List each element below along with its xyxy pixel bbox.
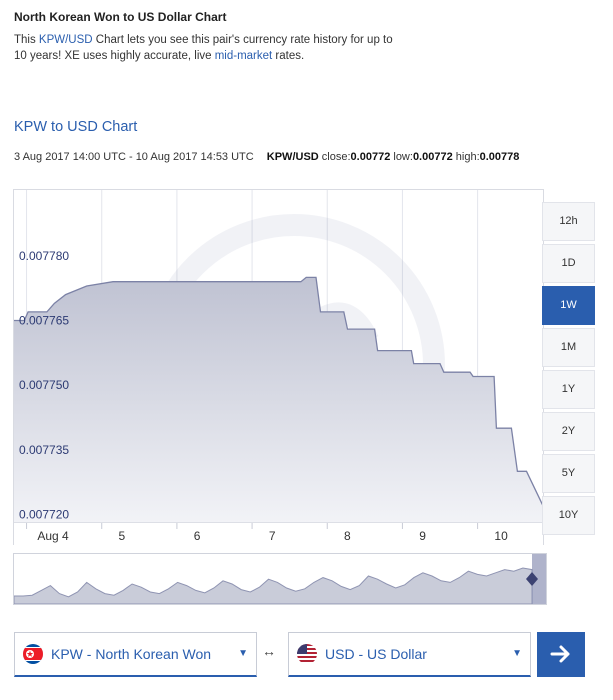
navigator-handle[interactable] <box>526 572 538 586</box>
x-tick-label: 5 <box>119 529 126 543</box>
series-line <box>14 276 543 507</box>
low-label: low: <box>393 151 413 163</box>
range-buttons: 12h 1D 1W 1M 1Y 2Y 5Y 10Y <box>542 202 595 538</box>
range-button-1d[interactable]: 1D <box>542 244 595 283</box>
y-tick-label: 0.007750 <box>19 378 69 392</box>
range-button-1y[interactable]: 1Y <box>542 370 595 409</box>
range-button-2y[interactable]: 2Y <box>542 412 595 451</box>
chart-area[interactable]: xe0.0077200.0077350.0077500.0077650.0077… <box>13 189 544 545</box>
close-value: 0.00772 <box>350 151 391 163</box>
pair-label: KPW/USD <box>266 151 319 163</box>
to-currency-label: USD - US Dollar <box>325 646 427 662</box>
y-tick-label: 0.007735 <box>19 443 69 457</box>
arrow-right-icon <box>550 645 570 663</box>
x-tick-label: 7 <box>269 529 276 543</box>
mid-market-link[interactable]: mid-market <box>214 50 273 62</box>
us-flag-icon <box>297 644 317 664</box>
chart-title: KPW to USD Chart <box>14 119 138 135</box>
x-tick-label: 6 <box>194 529 201 543</box>
range-button-10y[interactable]: 10Y <box>542 496 595 535</box>
chart-meta: 3 Aug 2017 14:00 UTC - 10 Aug 2017 14:53… <box>14 151 519 163</box>
range-button-12h[interactable]: 12h <box>542 202 595 241</box>
intro-text: This KPW/USD Chart lets you see this pai… <box>14 32 394 64</box>
y-tick-label: 0.007720 <box>19 507 69 521</box>
pair-link[interactable]: KPW/USD <box>38 34 93 46</box>
to-currency-select[interactable]: USD - US Dollar ▼ <box>288 632 531 677</box>
from-currency-label: KPW - North Korean Won <box>51 646 212 662</box>
low-value: 0.00772 <box>412 151 453 163</box>
chart-navigator[interactable] <box>13 553 547 605</box>
navigator-area <box>14 567 533 604</box>
range-button-5y[interactable]: 5Y <box>542 454 595 493</box>
page-title: North Korean Won to US Dollar Chart <box>14 10 227 24</box>
series-area <box>14 277 543 523</box>
high-label: high: <box>455 151 480 163</box>
intro-part-2: Chart lets you see this pair's currency … <box>14 34 393 62</box>
from-currency-select[interactable]: KPW - North Korean Won ▼ <box>14 632 257 677</box>
x-tick-label: 9 <box>419 529 426 543</box>
y-tick-label: 0.007765 <box>19 313 69 327</box>
chevron-down-icon: ▼ <box>238 648 248 659</box>
navigator-selection <box>532 554 546 604</box>
x-tick-label: 8 <box>344 529 351 543</box>
convert-button[interactable] <box>537 632 585 677</box>
navigator-svg[interactable] <box>14 554 546 604</box>
intro-part-1: This <box>14 34 39 46</box>
kp-flag-icon <box>23 644 43 664</box>
swap-icon[interactable]: ↔ <box>262 643 276 659</box>
high-value: 0.00778 <box>479 151 520 163</box>
x-tick-label: Aug 4 <box>37 529 69 543</box>
chevron-down-icon: ▼ <box>512 648 522 659</box>
range-button-1w[interactable]: 1W <box>542 286 595 325</box>
x-tick-label: 10 <box>494 529 508 543</box>
range-button-1m[interactable]: 1M <box>542 328 595 367</box>
x-axis-band <box>14 523 543 545</box>
date-range: 3 Aug 2017 14:00 UTC - 10 Aug 2017 14:53… <box>14 151 254 163</box>
y-tick-label: 0.007780 <box>19 249 69 263</box>
intro-part-3: rates. <box>272 50 305 62</box>
rate-chart[interactable]: xe0.0077200.0077350.0077500.0077650.0077… <box>14 190 543 545</box>
close-label: close: <box>321 151 351 163</box>
